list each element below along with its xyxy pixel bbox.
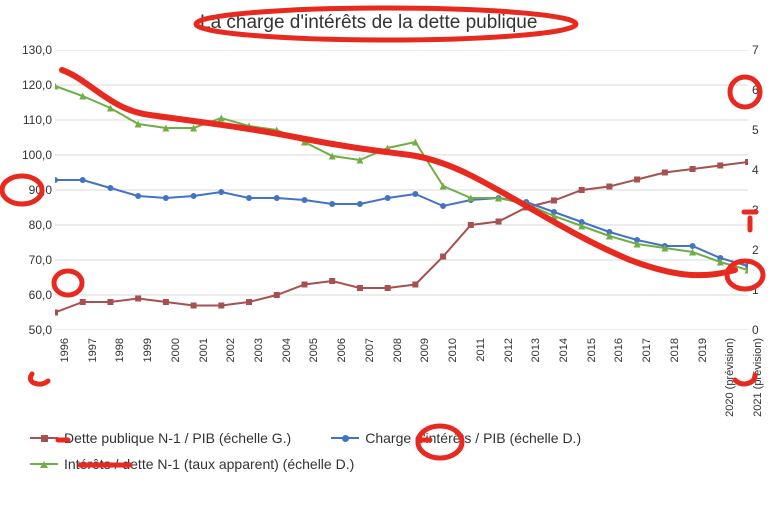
chart-title: La charge d'intérêts de la dette publiqu… — [200, 12, 537, 34]
legend-item-charge: Charge d'intérêts / PIB (échelle D.) — [331, 430, 581, 446]
y-right-tick-5: 5 — [752, 123, 759, 137]
x-tick-12: 2008 — [392, 338, 404, 362]
x-tick-20: 2016 — [613, 338, 625, 362]
x-tick-0: 1996 — [59, 338, 71, 362]
y-left-tick-120: 120,0 — [22, 78, 52, 92]
y-left-tick-50: 50,0 — [29, 323, 52, 337]
legend-label-interets: Intérêts / dette N-1 (taux apparent) (éc… — [64, 456, 354, 472]
y-left-tick-90: 90,0 — [29, 183, 52, 197]
legend-row-1: Dette publique N-1 / PIB (échelle G.) Ch… — [30, 430, 750, 456]
x-tick-18: 2014 — [558, 338, 570, 362]
x-tick-24: 2020 (prévision) — [724, 338, 736, 417]
legend-marker-interets — [40, 461, 48, 468]
x-tick-5: 2001 — [198, 338, 210, 362]
y-left-tick-80: 80,0 — [29, 218, 52, 232]
x-tick-22: 2018 — [669, 338, 681, 362]
legend-swatch-dette — [30, 431, 58, 445]
x-axis-labels: 1996 1997 1998 1999 2000 2001 2002 2003 2004 2005… — [55, 338, 748, 428]
x-tick-3: 1999 — [142, 338, 154, 362]
legend-item-interets: Intérêts / dette N-1 (taux apparent) (éc… — [30, 456, 354, 472]
y-right-tick-6: 6 — [752, 83, 759, 97]
y-right-tick-7: 7 — [752, 43, 759, 57]
y-left-tick-110: 110,0 — [23, 113, 52, 127]
legend-label-charge: Charge d'intérêts / PIB (échelle D.) — [365, 430, 581, 446]
x-tick-7: 2003 — [253, 338, 265, 362]
series-line — [55, 162, 748, 313]
y-right-tick-2: 2 — [752, 243, 759, 257]
x-tick-21: 2017 — [641, 338, 653, 362]
legend-label-dette: Dette publique N-1 / PIB (échelle G.) — [64, 430, 291, 446]
x-tick-4: 2000 — [170, 338, 182, 362]
x-tick-13: 2009 — [419, 338, 431, 362]
y-left-tick-100: 100,0 — [22, 148, 52, 162]
legend-swatch-interets — [30, 457, 58, 471]
x-tick-10: 2006 — [336, 338, 348, 362]
x-tick-2: 1998 — [114, 338, 126, 362]
x-tick-16: 2012 — [503, 338, 515, 362]
x-tick-11: 2007 — [364, 338, 376, 362]
y-left-tick-60: 60,0 — [29, 288, 52, 302]
legend-marker-charge — [342, 435, 349, 442]
y-right-tick-0: 0 — [752, 323, 759, 337]
x-tick-1: 1997 — [87, 338, 99, 362]
x-tick-15: 2011 — [475, 338, 487, 362]
legend-row-2: Intérêts / dette N-1 (taux apparent) (éc… — [30, 456, 750, 482]
x-tick-25: 2021 (prévision) — [752, 338, 764, 417]
legend-item-dette: Dette publique N-1 / PIB (échelle G.) — [30, 430, 291, 446]
x-tick-19: 2015 — [586, 338, 598, 362]
legend-marker-dette — [41, 435, 48, 442]
legend: Dette publique N-1 / PIB (échelle G.) Ch… — [30, 430, 750, 482]
series-line — [55, 180, 748, 266]
x-tick-17: 2013 — [530, 338, 542, 362]
plot-svg — [55, 50, 748, 330]
y-right-tick-4: 4 — [752, 163, 759, 177]
x-tick-6: 2002 — [225, 338, 237, 362]
chart-container: La charge d'intérêts de la dette publiqu… — [0, 0, 773, 515]
plot-area — [55, 50, 748, 330]
y-left-tick-70: 70,0 — [29, 253, 52, 267]
x-tick-23: 2019 — [697, 338, 709, 362]
y-right-tick-1: 1 — [752, 283, 759, 297]
x-tick-9: 2005 — [308, 338, 320, 362]
y-left-tick-130: 130,0 — [22, 43, 52, 57]
y-right-tick-3: 3 — [752, 203, 759, 217]
x-tick-14: 2010 — [447, 338, 459, 362]
x-tick-8: 2004 — [281, 338, 293, 362]
legend-swatch-charge — [331, 431, 359, 445]
